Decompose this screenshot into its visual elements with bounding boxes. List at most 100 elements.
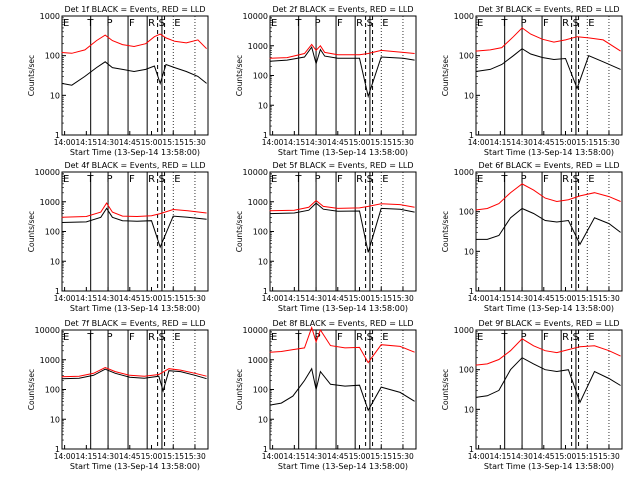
- x-tick-label: 14:15: [490, 452, 512, 461]
- event-marker-label: E: [382, 18, 388, 29]
- x-tick-label: 15:00: [555, 452, 577, 461]
- x-tick-label: 15:30: [598, 294, 620, 303]
- series-line-events: [269, 45, 415, 99]
- y-tick-label: 1000: [40, 12, 60, 21]
- series-line-lld: [61, 366, 207, 378]
- event-marker-label: F: [543, 332, 549, 343]
- x-tick-label: 15:15: [162, 294, 184, 303]
- y-tick-label: 1000: [40, 356, 60, 365]
- event-marker-label: S: [573, 332, 579, 343]
- y-tick-label: 1: [263, 287, 268, 296]
- x-tick-label: 14:45: [119, 138, 141, 147]
- x-tick-label: 14:45: [533, 138, 555, 147]
- x-axis-label: Start Time (13-Sep-14 13:58:00): [278, 304, 408, 313]
- y-tick-label: 1: [469, 131, 474, 140]
- x-tick-label: 15:00: [349, 452, 371, 461]
- chart-title: Det 7f BLACK = Events, RED = LLD: [64, 319, 205, 328]
- event-marker-label: S: [367, 332, 373, 343]
- x-tick-label: 15:00: [349, 294, 371, 303]
- y-axis-label: Counts/sec: [441, 55, 450, 96]
- event-marker-label: E: [382, 174, 388, 185]
- event-marker-label: P: [106, 332, 112, 343]
- y-axis-label: Counts/sec: [235, 369, 244, 410]
- event-marker-label: E: [271, 332, 277, 343]
- x-tick-label: 15:15: [370, 452, 392, 461]
- event-marker-label: E: [588, 18, 594, 29]
- event-marker-label: S: [367, 18, 373, 29]
- event-marker-label: T: [500, 174, 508, 185]
- series-line-events: [475, 48, 621, 90]
- x-tick-label: 14:30: [97, 138, 119, 147]
- event-marker-label: R: [356, 332, 363, 343]
- x-tick-label: 14:00: [262, 138, 284, 147]
- chart-title: Det 5f BLACK = Events, RED = LLD: [272, 161, 413, 170]
- x-tick-label: 15:30: [184, 452, 206, 461]
- y-tick-label: 1000: [454, 12, 474, 21]
- y-axis-label: Counts/sec: [235, 211, 244, 252]
- plot-frame: [475, 171, 623, 292]
- y-tick-label: 10000: [35, 326, 60, 335]
- x-tick-label: 14:15: [76, 138, 98, 147]
- event-marker-label: R: [148, 174, 155, 185]
- y-tick-label: 1: [55, 287, 60, 296]
- event-marker-label: E: [271, 174, 277, 185]
- event-marker-label: F: [129, 332, 135, 343]
- y-tick-label: 100: [45, 52, 60, 61]
- series-line-events: [269, 367, 415, 412]
- y-tick-label: 1: [55, 445, 60, 454]
- plot-frame: [269, 15, 417, 136]
- event-marker-label: R: [148, 332, 155, 343]
- event-marker-label: F: [337, 332, 343, 343]
- x-tick-label: 15:00: [555, 294, 577, 303]
- x-tick-label: 14:30: [305, 294, 327, 303]
- series-line-events: [269, 202, 415, 253]
- series-line-events: [475, 357, 621, 404]
- y-tick-label: 10: [258, 101, 268, 110]
- event-marker-label: E: [63, 18, 69, 29]
- event-marker-label: E: [174, 332, 180, 343]
- event-marker-label: E: [174, 174, 180, 185]
- x-tick-label: 14:15: [490, 138, 512, 147]
- event-marker-label: F: [337, 174, 343, 185]
- x-tick-label: 15:15: [370, 294, 392, 303]
- event-marker-label: E: [477, 18, 483, 29]
- series-line-lld: [475, 183, 621, 211]
- x-tick-label: 14:00: [54, 138, 76, 147]
- y-axis-label: Counts/sec: [235, 55, 244, 96]
- event-marker-label: P: [314, 18, 320, 29]
- x-tick-label: 14:45: [533, 452, 555, 461]
- y-tick-label: 1: [469, 445, 474, 454]
- x-tick-label: 14:00: [468, 452, 490, 461]
- x-axis-label: Start Time (13-Sep-14 13:58:00): [278, 148, 408, 157]
- x-axis-label: Start Time (13-Sep-14 13:58:00): [484, 462, 614, 471]
- y-tick-label: 100: [459, 208, 474, 217]
- x-tick-label: 14:30: [97, 294, 119, 303]
- y-tick-label: 10: [464, 405, 474, 414]
- x-tick-label: 14:45: [327, 138, 349, 147]
- y-tick-label: 1000: [248, 42, 268, 51]
- event-marker-label: T: [294, 18, 302, 29]
- event-marker-label: E: [382, 332, 388, 343]
- x-tick-label: 14:00: [262, 294, 284, 303]
- event-marker-label: S: [159, 332, 165, 343]
- x-tick-label: 14:00: [262, 452, 284, 461]
- event-marker-label: P: [520, 332, 526, 343]
- event-marker-label: S: [159, 18, 165, 29]
- y-tick-label: 1000: [248, 356, 268, 365]
- x-tick-label: 14:15: [284, 452, 306, 461]
- x-tick-label: 14:30: [97, 452, 119, 461]
- event-marker-label: R: [562, 332, 569, 343]
- x-axis-label: Start Time (13-Sep-14 13:58:00): [70, 462, 200, 471]
- event-marker-label: E: [477, 174, 483, 185]
- series-line-events: [61, 61, 207, 86]
- event-marker-label: E: [63, 174, 69, 185]
- y-axis-label: Counts/sec: [27, 369, 36, 410]
- event-marker-label: F: [543, 174, 549, 185]
- x-tick-label: 15:00: [555, 138, 577, 147]
- series-line-lld: [475, 27, 621, 52]
- y-tick-label: 100: [253, 386, 268, 395]
- y-tick-label: 1: [55, 131, 60, 140]
